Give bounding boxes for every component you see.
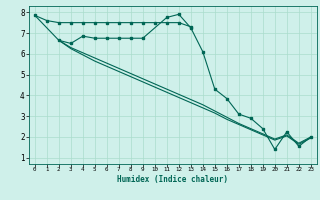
X-axis label: Humidex (Indice chaleur): Humidex (Indice chaleur) [117, 175, 228, 184]
